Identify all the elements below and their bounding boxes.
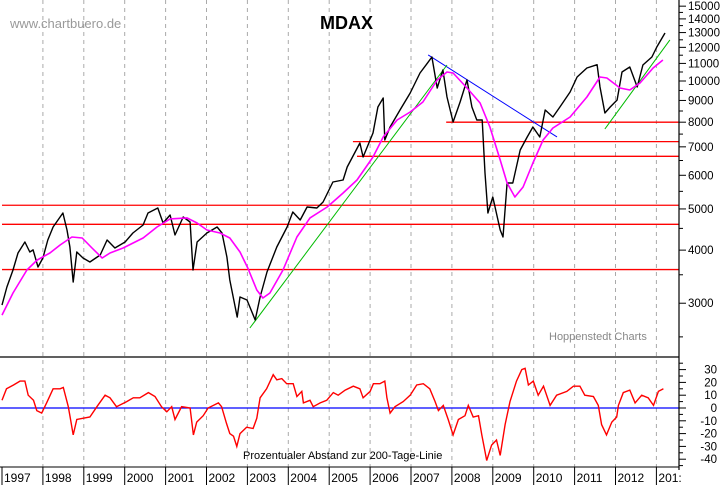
y-tick-label: -30 <box>700 441 717 453</box>
source-note: Hoppenstedt Charts <box>549 331 647 343</box>
y-tick-label: -10 <box>700 416 717 428</box>
y-tick-label: 12000 <box>688 42 720 54</box>
y-tick-label: 0 <box>711 403 717 415</box>
x-tick-label: 2004 <box>290 471 317 485</box>
y-tick-label: 6000 <box>688 170 714 182</box>
x-tick-label: 2012 <box>618 471 645 485</box>
x-tick-label: 1997 <box>4 471 31 485</box>
price-pane <box>1 32 666 321</box>
y-tick-label: 10 <box>704 390 717 402</box>
x-tick-label: 2002 <box>209 471 236 485</box>
support-lines <box>2 121 679 271</box>
y-tick-label: 4000 <box>688 245 714 257</box>
y-tick-label: 8000 <box>688 117 714 129</box>
x-tick-label: 2011 <box>577 471 603 485</box>
uptrend-line <box>249 64 448 329</box>
x-tick-label: 2003 <box>249 471 276 485</box>
chart-title: MDAX <box>320 13 373 33</box>
y-tick-label: 7000 <box>688 142 714 154</box>
y-tick-label: -40 <box>700 454 717 466</box>
x-tick-label: 2009 <box>495 471 522 485</box>
oscillator-pane <box>0 367 679 461</box>
x-tick-label: 2007 <box>413 471 440 485</box>
y-tick-label: 20 <box>704 377 717 389</box>
y-tick-label: 15000 <box>688 1 720 13</box>
x-tick-label: 2000 <box>127 471 154 485</box>
x-tick-label: 2005 <box>331 471 358 485</box>
x-tick-label: 2001 <box>168 471 195 485</box>
x-tick-label: 2006 <box>372 471 399 485</box>
year-gridlines <box>42 0 657 467</box>
x-tick-label: 201: <box>658 471 681 485</box>
watermark: www.chartbuero.de <box>9 16 121 31</box>
x-tick-label: 1999 <box>86 471 113 485</box>
y-tick-label: 9000 <box>688 95 714 107</box>
y-tick-label: 10000 <box>688 76 720 88</box>
x-tick-label: 2008 <box>454 471 481 485</box>
price-line <box>1 32 666 321</box>
y-tick-label: 3000 <box>688 298 714 310</box>
ma200-line <box>1 59 664 316</box>
downtrend-line <box>427 54 558 138</box>
deviation-line <box>1 367 664 461</box>
x-tick-label: 1998 <box>45 471 72 485</box>
trend-lines <box>249 39 671 329</box>
x-tick-label: 2010 <box>536 471 563 485</box>
y-tick-label: 11000 <box>688 58 719 70</box>
y-tick-label: 30 <box>704 365 717 377</box>
y-tick-label: 14000 <box>688 14 720 26</box>
y-tick-label: 13000 <box>688 28 720 40</box>
y-tick-label: 5000 <box>688 204 714 216</box>
oscillator-label: Prozentualer Abstand zur 200-Tage-Linie <box>243 450 442 462</box>
y-tick-label: -20 <box>700 429 717 441</box>
